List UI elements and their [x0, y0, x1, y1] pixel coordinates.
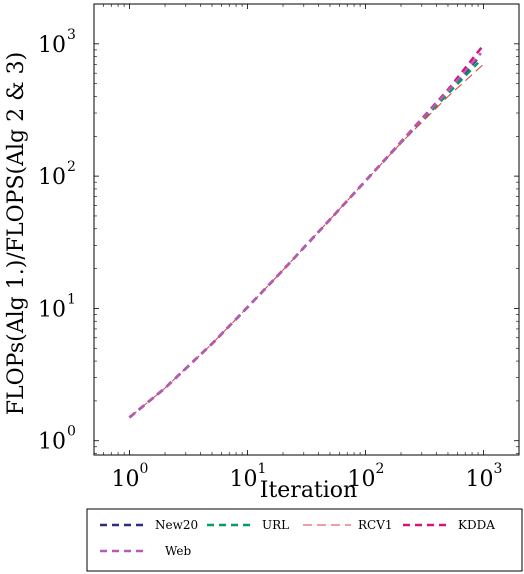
x-tick-label: 10: [465, 467, 493, 492]
x-tick-label: 10: [230, 467, 258, 492]
x-tick-exponent: 3: [493, 461, 502, 477]
plot-frame: [93, 3, 520, 456]
y-tick-label: 10: [38, 165, 66, 190]
legend-label: RCV1: [358, 518, 393, 532]
legend-label: New20: [155, 518, 198, 532]
series-line-new20: [128, 58, 478, 419]
legend-item-kdda: KDDA: [403, 518, 495, 532]
legend-item-web: Web: [100, 544, 191, 558]
y-tick-exponent: 1: [67, 291, 76, 307]
y-tick-label: 10: [38, 33, 66, 58]
legend-item-url: URL: [207, 518, 289, 532]
x-tick-label: 10: [112, 467, 140, 492]
legend: New20 URL RCV1 KDDA Web: [86, 508, 523, 572]
series-lines: [128, 44, 485, 419]
y-axis-title: FLOPs(Alg 1.)/FLOPS(Alg 2 & 3): [4, 52, 29, 416]
legend-item-rcv1: RCV1: [303, 518, 393, 532]
legend-box: [86, 508, 523, 572]
legend-label: URL: [262, 518, 289, 532]
legend-label: Web: [165, 544, 191, 558]
x-tick-label: 10: [347, 467, 375, 492]
y-tick-exponent: 3: [67, 27, 76, 43]
y-tick-label: 10: [38, 430, 66, 455]
series-line-web: [128, 52, 482, 419]
legend-item-new20: New20: [100, 518, 198, 532]
series-line-kdda: [128, 44, 485, 419]
plot-area-border: [93, 3, 520, 456]
x-axis-title: Iteration: [260, 478, 357, 503]
y-tick-label: 10: [38, 297, 66, 322]
x-tick-exponent: 1: [258, 461, 267, 477]
y-tick-exponent: 2: [67, 159, 76, 175]
x-tick-exponent: 2: [375, 461, 384, 477]
series-line-rcv1: [129, 63, 484, 418]
x-tick-exponent: 0: [140, 461, 149, 477]
legend-label: KDDA: [458, 518, 495, 532]
axis-ticks: 10 0 10 1 10 2 10 310 010 110 210 3: [38, 4, 519, 492]
y-tick-exponent: 0: [67, 424, 76, 440]
